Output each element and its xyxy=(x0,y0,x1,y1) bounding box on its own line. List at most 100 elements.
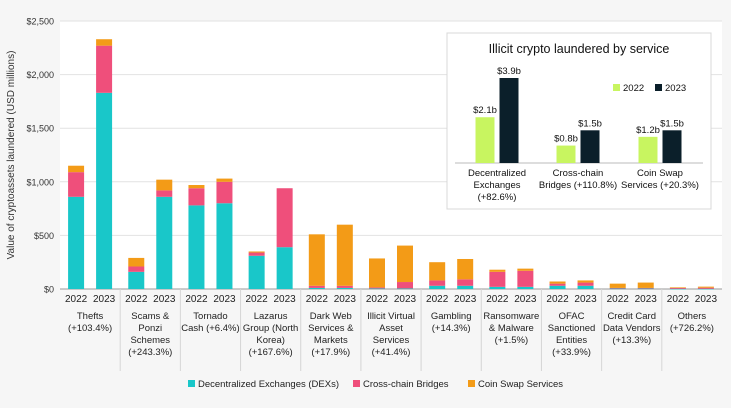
legend-label: Decentralized Exchanges (DEXs) xyxy=(198,379,339,390)
bar-segment xyxy=(128,271,145,289)
x-group-label: Entities xyxy=(556,335,587,346)
x-group-label: Gambling xyxy=(431,311,472,322)
bar-segment xyxy=(248,251,265,253)
x-year-label: 2023 xyxy=(93,294,116,305)
bar-segment xyxy=(489,286,506,289)
bar-segment xyxy=(637,282,654,288)
inset-legend-label: 2023 xyxy=(665,83,686,94)
legend-swatch xyxy=(468,380,475,387)
x-year-label: 2022 xyxy=(366,294,389,305)
x-year-label: 2023 xyxy=(454,294,477,305)
bar-segment xyxy=(248,252,265,256)
x-year-label: 2023 xyxy=(695,294,718,305)
x-year-label: 2022 xyxy=(426,294,449,305)
inset-bar xyxy=(638,136,658,163)
inset-legend-swatch xyxy=(613,84,620,91)
bar-segment xyxy=(577,285,594,289)
bar-segment xyxy=(397,288,413,290)
legend-swatch xyxy=(353,380,360,387)
x-year-label: 2023 xyxy=(394,294,417,305)
inset-legend-label: 2022 xyxy=(623,83,644,94)
bar-segment xyxy=(96,45,113,93)
x-year-label: 2023 xyxy=(153,294,176,305)
x-group-label: Scams & xyxy=(131,311,170,322)
y-tick-label: $2,000 xyxy=(26,70,54,80)
x-year-label: 2023 xyxy=(635,294,658,305)
x-year-label: 2023 xyxy=(274,294,297,305)
bar-segment xyxy=(369,258,385,288)
bar-segment xyxy=(128,257,145,267)
bar-segment xyxy=(637,288,654,290)
bar-segment xyxy=(276,247,293,289)
inset-data-label: $1.2b xyxy=(636,125,660,136)
inset-bar xyxy=(580,130,600,163)
x-group-label: Ransomware xyxy=(483,311,539,322)
bar-segment xyxy=(276,188,293,248)
bar-segment xyxy=(669,287,686,288)
inset-category-label: Cross-chain xyxy=(553,168,604,179)
x-group-label: Services & xyxy=(308,323,354,334)
bar-segment xyxy=(216,181,233,204)
bar-segment xyxy=(609,288,626,290)
x-year-label: 2022 xyxy=(306,294,329,305)
bar-segment xyxy=(609,283,626,288)
bar-segment xyxy=(336,287,353,289)
bar-segment xyxy=(457,279,474,286)
bar-segment xyxy=(369,287,385,289)
x-group-label: (+1.5%) xyxy=(495,335,529,346)
x-year-label: 2022 xyxy=(246,294,269,305)
bar-segment xyxy=(517,268,534,271)
x-year-label: 2022 xyxy=(125,294,148,305)
x-year-label: 2022 xyxy=(65,294,88,305)
x-year-label: 2023 xyxy=(514,294,537,305)
x-group-label: Schemes xyxy=(130,335,170,346)
x-year-label: 2022 xyxy=(667,294,690,305)
bar-segment xyxy=(188,188,205,206)
bar-segment xyxy=(489,269,506,272)
bar-segment xyxy=(489,271,506,287)
inset-bar xyxy=(499,78,519,163)
y-axis-label: Value of cryptoassets laundered (USD mil… xyxy=(6,51,17,260)
inset-bar xyxy=(475,117,495,163)
bar-segment xyxy=(609,287,626,289)
x-group-label: (+14.3%) xyxy=(432,323,471,334)
bar-segment xyxy=(188,205,205,289)
x-group-label: Services xyxy=(373,335,410,346)
bar-segment xyxy=(308,287,325,289)
y-tick-label: $1,000 xyxy=(26,177,54,187)
bar-segment xyxy=(549,283,566,286)
x-group-label: Asset xyxy=(379,323,403,334)
x-year-label: 2023 xyxy=(574,294,597,305)
x-group-label: (+17.9%) xyxy=(311,347,350,358)
bar-segment xyxy=(397,245,413,283)
x-group-label: (+13.3%) xyxy=(612,335,651,346)
bar-segment xyxy=(156,190,173,197)
inset-data-label: $1.5b xyxy=(660,118,684,129)
inset-data-label: $3.9b xyxy=(497,66,521,77)
bar-segment xyxy=(669,288,686,290)
x-group-label: Sanctioned xyxy=(548,323,596,334)
inset-category-label: Exchanges xyxy=(473,180,520,191)
bar-segment xyxy=(336,224,353,286)
x-group-label: Data Vendors xyxy=(603,323,661,334)
bar-segment xyxy=(397,282,413,289)
inset-data-label: $0.8b xyxy=(554,134,578,145)
bar-segment xyxy=(156,179,173,191)
x-group-label: (+726.2%) xyxy=(670,323,714,334)
x-group-label: Credit Card xyxy=(607,311,656,322)
bar-segment xyxy=(429,280,446,286)
bar-segment xyxy=(549,281,566,284)
bar-segment xyxy=(308,234,325,286)
inset-category-label: Bridges (+110.8%) xyxy=(539,180,617,191)
x-group-label: & Malware xyxy=(489,323,534,334)
bar-segment xyxy=(457,285,474,289)
bar-segment xyxy=(216,203,233,289)
bar-segment xyxy=(68,196,85,289)
inset-data-label: $1.5b xyxy=(578,118,602,129)
x-group-label: Ponzi xyxy=(138,323,162,334)
x-group-label: Tornado xyxy=(193,311,227,322)
inset-category-label: Coin Swap xyxy=(637,168,683,179)
bar-segment xyxy=(68,165,85,173)
x-year-label: 2023 xyxy=(213,294,236,305)
x-group-label: Cash (+6.4%) xyxy=(181,323,239,334)
